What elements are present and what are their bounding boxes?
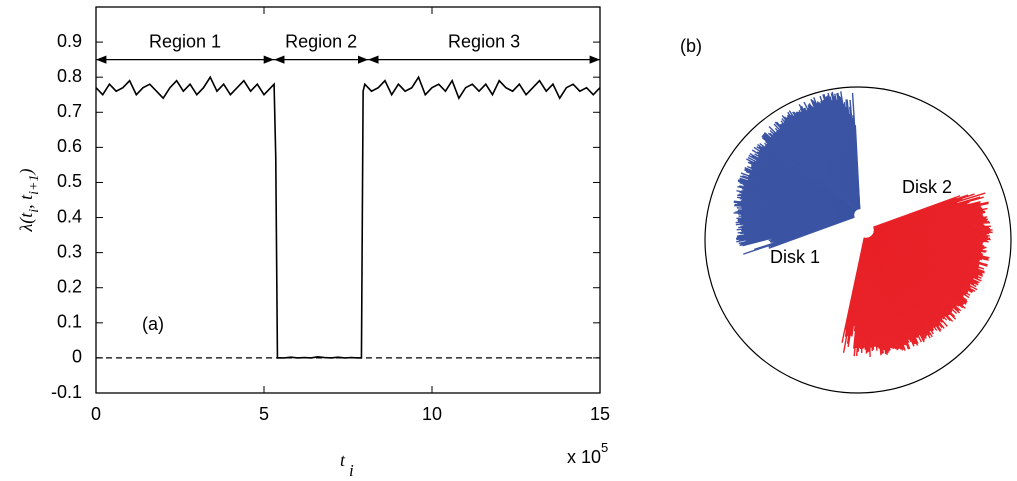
y-tick-label: 0.1 bbox=[57, 312, 82, 332]
fan-stroke bbox=[873, 195, 961, 228]
region-label: Region 1 bbox=[149, 31, 221, 51]
region-label: Region 2 bbox=[285, 31, 357, 51]
label-part: i+1 bbox=[27, 174, 42, 194]
label-part: λ(t bbox=[16, 212, 37, 233]
y-tick-label: 0.3 bbox=[57, 241, 82, 261]
disk-2-fan bbox=[841, 192, 993, 357]
y-tick-label: 0.8 bbox=[57, 66, 82, 86]
plot-frame bbox=[95, 6, 601, 394]
y-tick-label: -0.1 bbox=[51, 382, 82, 402]
y-tick-label: 0.2 bbox=[57, 276, 82, 296]
y-tick-label: 0.9 bbox=[57, 31, 82, 51]
x-tick-label: 0 bbox=[91, 404, 101, 424]
disk-1-fan bbox=[733, 91, 861, 255]
panel-label: (a) bbox=[142, 314, 164, 334]
panel-label: (b) bbox=[680, 36, 702, 56]
label-part: i bbox=[27, 209, 42, 213]
disk-label: Disk 2 bbox=[902, 177, 952, 197]
y-axis-label: λ(ti, ti+1) bbox=[16, 168, 42, 232]
x-tick-label: 5 bbox=[259, 404, 269, 424]
x-tick-label: 10 bbox=[422, 404, 442, 424]
label-part: 5 bbox=[601, 440, 608, 455]
x-tick-label: 15 bbox=[590, 404, 610, 424]
label-part: x 10 bbox=[567, 447, 601, 467]
y-tick-label: 0 bbox=[72, 347, 82, 367]
y-tick-label: 0.5 bbox=[57, 171, 82, 191]
fan-stroke bbox=[768, 216, 855, 249]
y-tick-label: 0.7 bbox=[57, 101, 82, 121]
disk-label: Disk 1 bbox=[770, 247, 820, 267]
label-part: , t bbox=[16, 194, 36, 209]
label-part: i bbox=[349, 461, 354, 480]
y-tick-label: 0.6 bbox=[57, 136, 82, 156]
y-tick-label: 0.4 bbox=[57, 206, 82, 226]
x-multiplier: x 105 bbox=[567, 440, 608, 466]
label-part: ) bbox=[16, 168, 37, 175]
x-axis-label: ti bbox=[340, 450, 354, 480]
region-label: Region 3 bbox=[448, 31, 520, 51]
container-circle bbox=[704, 86, 1012, 394]
data-line bbox=[95, 75, 601, 359]
label-part: t bbox=[340, 450, 346, 470]
